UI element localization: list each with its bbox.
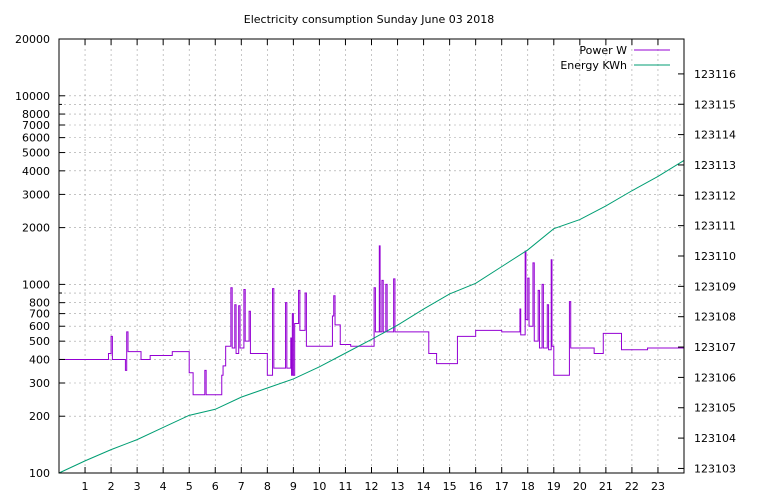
y-tick-label: 200	[29, 410, 50, 423]
y-tick-label: 10000	[15, 90, 50, 103]
y2-tick-label: 123115	[694, 98, 736, 111]
y-tick-label: 3000	[22, 188, 50, 201]
x-tick-label: 11	[338, 480, 352, 493]
x-tick-label: 14	[417, 480, 431, 493]
y-tick-label: 20000	[15, 33, 50, 46]
x-tick-label: 20	[573, 480, 587, 493]
y2-tick-label: 123111	[694, 220, 736, 233]
grid-lines	[59, 39, 684, 473]
x-tick-label: 9	[290, 480, 297, 493]
y-tick-label: 300	[29, 377, 50, 390]
x-tick-label: 4	[160, 480, 167, 493]
x-tick-label: 2	[108, 480, 115, 493]
y2-tick-label: 123106	[694, 371, 736, 384]
y2-tick-label: 123109	[694, 280, 736, 293]
legend-label: Energy KWh	[560, 59, 627, 72]
x-tick-label: 15	[443, 480, 457, 493]
y-tick-label: 6000	[22, 132, 50, 145]
y-tick-label: 7000	[22, 119, 50, 132]
x-tick-label: 21	[599, 480, 613, 493]
y2-tick-label: 123107	[694, 341, 736, 354]
axes: 1 2 3 4 5 6 7 8 9 10 11 12 13 14 15 16 17 18 19 20 21 22 23100…	[15, 33, 736, 493]
y-tick-label: 700	[29, 308, 50, 321]
x-tick-label: 10	[312, 480, 326, 493]
chart-title: Electricity consumption Sunday June 03 2…	[244, 13, 494, 26]
x-tick-label: 19	[547, 480, 561, 493]
y-tick-label: 8000	[22, 108, 50, 121]
x-tick-label: 5	[186, 480, 193, 493]
legend: Power W Energy KWh	[560, 44, 670, 72]
y-tick-label: 5000	[22, 147, 50, 160]
y2-tick-label: 123103	[694, 462, 736, 475]
y2-tick-label: 123112	[694, 189, 736, 202]
y2-tick-label: 123105	[694, 402, 736, 415]
y-tick-label: 500	[29, 335, 50, 348]
x-tick-label: 16	[469, 480, 483, 493]
y-tick-label: 1000	[22, 278, 50, 291]
x-tick-label: 8	[264, 480, 271, 493]
x-tick-label: 6	[212, 480, 219, 493]
y-tick-label: 400	[29, 353, 50, 366]
y-tick-label: 600	[29, 320, 50, 333]
x-tick-label: 23	[651, 480, 665, 493]
x-tick-label: 17	[495, 480, 509, 493]
y-tick-label: 800	[29, 297, 50, 310]
legend-label: Power W	[579, 44, 627, 57]
x-tick-label: 3	[134, 480, 141, 493]
x-tick-label: 1	[82, 480, 89, 493]
y2-tick-label: 123108	[694, 311, 736, 324]
y2-tick-label: 123104	[694, 432, 736, 445]
y2-tick-label: 123114	[694, 129, 736, 142]
y2-tick-label: 123113	[694, 159, 736, 172]
plot-frame	[58, 38, 685, 474]
y-tick-label: 100	[29, 467, 50, 480]
series-line-power	[59, 245, 684, 396]
y2-tick-label: 123116	[694, 68, 736, 81]
x-tick-label: 13	[391, 480, 405, 493]
x-tick-label: 7	[238, 480, 245, 493]
y-tick-label: 4000	[22, 165, 50, 178]
y2-tick-label: 123110	[694, 250, 736, 263]
series-line-energy	[58, 159, 685, 474]
y-tick-label: 2000	[22, 222, 50, 235]
x-tick-label: 12	[365, 480, 379, 493]
x-tick-label: 18	[521, 480, 535, 493]
x-tick-label: 22	[625, 480, 639, 493]
plot-area	[58, 159, 685, 474]
